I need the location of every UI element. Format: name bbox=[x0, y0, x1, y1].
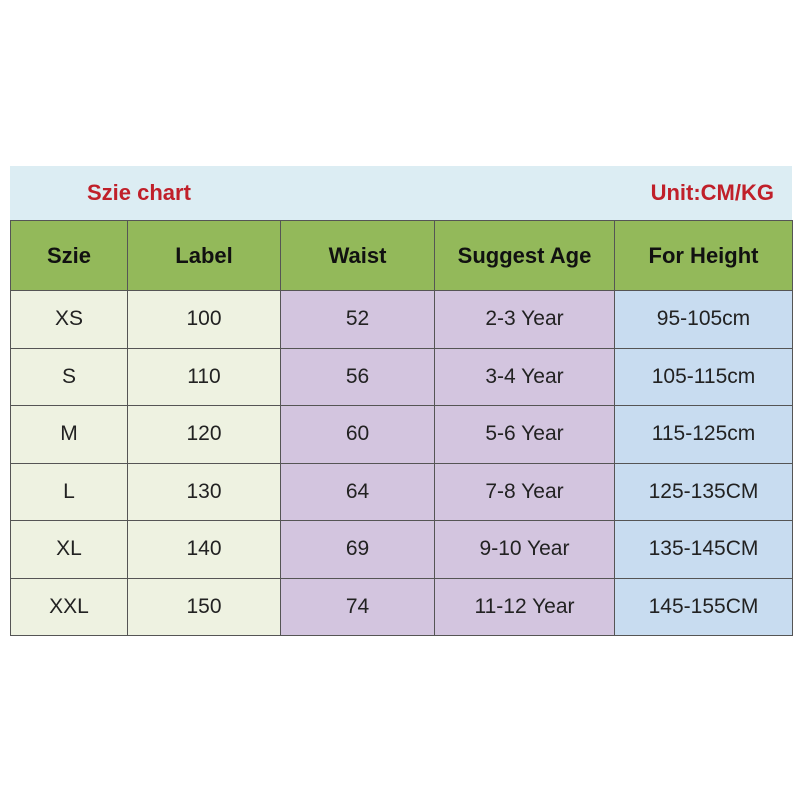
table-cell: 145-155CM bbox=[614, 577, 793, 636]
table-cell: 125-135CM bbox=[614, 462, 793, 521]
table-cell: 9-10 Year bbox=[434, 520, 615, 579]
table-row: XL 140 69 9-10 Year 135-145CM bbox=[10, 520, 793, 579]
table-cell: M bbox=[10, 405, 128, 464]
table-cell: XL bbox=[10, 520, 128, 579]
table-cell: 100 bbox=[127, 290, 281, 349]
table-cell: 115-125cm bbox=[614, 405, 793, 464]
table-cell: L bbox=[10, 462, 128, 521]
header-row: Szie Label Waist Suggest Age For Height bbox=[10, 220, 793, 291]
table-cell: XS bbox=[10, 290, 128, 349]
column-header: Suggest Age bbox=[434, 220, 615, 291]
table-cell: 64 bbox=[280, 462, 435, 521]
unit-label: Unit:CM/KG bbox=[650, 180, 774, 205]
table-cell: 52 bbox=[280, 290, 435, 349]
table-cell: 3-4 Year bbox=[434, 347, 615, 406]
size-table: Szie Label Waist Suggest Age For Height XS 10… bbox=[10, 220, 793, 636]
table-cell: 69 bbox=[280, 520, 435, 579]
table-cell: 105-115cm bbox=[614, 347, 793, 406]
table-cell: 135-145CM bbox=[614, 520, 793, 579]
table-cell: XXL bbox=[10, 577, 128, 636]
table-cell: 2-3 Year bbox=[434, 290, 615, 349]
column-header: Szie bbox=[10, 220, 128, 291]
size-chart: Szie chart Unit:CM/KG Szie Label Waist Sugg… bbox=[10, 166, 793, 636]
table-cell: 120 bbox=[127, 405, 281, 464]
table-cell: 150 bbox=[127, 577, 281, 636]
table-row: S 110 56 3-4 Year 105-115cm bbox=[10, 347, 793, 406]
table-cell: 7-8 Year bbox=[434, 462, 615, 521]
table-row: XS 100 52 2-3 Year 95-105cm bbox=[10, 290, 793, 349]
table-cell: 130 bbox=[127, 462, 281, 521]
column-header: Waist bbox=[280, 220, 435, 291]
table-cell: 74 bbox=[280, 577, 435, 636]
column-header: Label bbox=[127, 220, 281, 291]
table-cell: S bbox=[10, 347, 128, 406]
table-cell: 95-105cm bbox=[614, 290, 793, 349]
chart-banner: Szie chart Unit:CM/KG bbox=[10, 166, 792, 220]
column-header: For Height bbox=[614, 220, 793, 291]
table-row: L 130 64 7-8 Year 125-135CM bbox=[10, 462, 793, 521]
table-cell: 11-12 Year bbox=[434, 577, 615, 636]
table-cell: 110 bbox=[127, 347, 281, 406]
table-cell: 5-6 Year bbox=[434, 405, 615, 464]
table-cell: 140 bbox=[127, 520, 281, 579]
table-row: XXL 150 74 11-12 Year 145-155CM bbox=[10, 577, 793, 636]
table-cell: 60 bbox=[280, 405, 435, 464]
chart-title: Szie chart bbox=[87, 180, 191, 205]
table-cell: 56 bbox=[280, 347, 435, 406]
table-row: M 120 60 5-6 Year 115-125cm bbox=[10, 405, 793, 464]
